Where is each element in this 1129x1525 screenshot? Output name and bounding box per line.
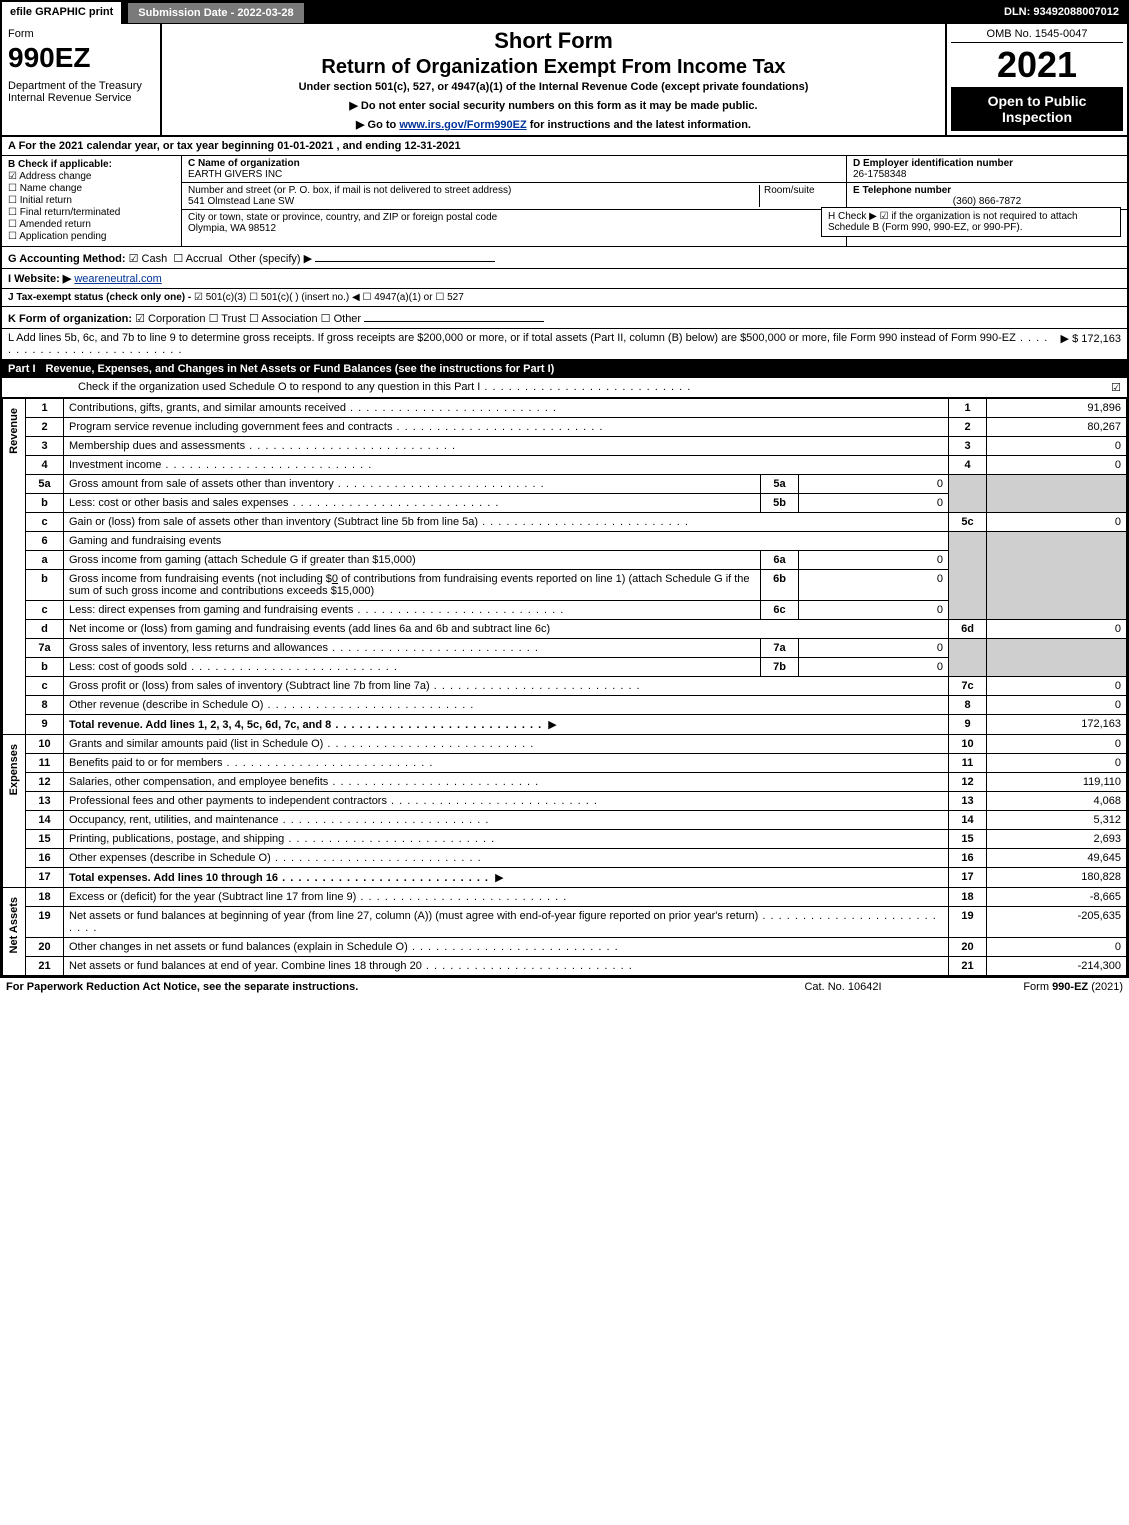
chk-other-org[interactable]: Other [321, 313, 361, 325]
dept-label: Department of the Treasury Internal Reve… [8, 80, 154, 104]
subtitle: Under section 501(c), 527, or 4947(a)(1)… [170, 81, 937, 93]
footer-left: For Paperwork Reduction Act Notice, see … [6, 981, 743, 993]
irs-link[interactable]: www.irs.gov/Form990EZ [399, 119, 526, 131]
other-specify-blank[interactable] [315, 250, 495, 262]
chk-name-change[interactable]: Name change [8, 183, 175, 194]
e-label: E Telephone number [853, 185, 951, 196]
chk-accrual[interactable]: Accrual [173, 253, 222, 265]
chk-corporation[interactable]: Corporation [135, 313, 205, 325]
street-address: 541 Olmstead Lane SW [188, 196, 294, 207]
row-i-website: I Website: ▶ weareneutral.com [2, 269, 1127, 289]
form-number: 990EZ [8, 42, 154, 74]
dln: DLN: 93492088007012 [996, 2, 1127, 24]
col-b-checkboxes: B Check if applicable: Address change Na… [2, 156, 182, 246]
footer-right: Form 990-EZ (2021) [943, 981, 1123, 993]
form-container: efile GRAPHIC print Submission Date - 20… [0, 0, 1129, 978]
note-link: ▶ Go to www.irs.gov/Form990EZ for instru… [170, 118, 937, 131]
efile-label: efile GRAPHIC print [2, 2, 123, 24]
row-j-tax-exempt: J Tax-exempt status (check only one) - 5… [2, 289, 1127, 307]
submission-date: Submission Date - 2022-03-28 [127, 2, 304, 24]
part-1-check: Check if the organization used Schedule … [2, 378, 1127, 398]
line-1-text: Contributions, gifts, grants, and simila… [64, 399, 949, 418]
chk-trust[interactable]: Trust [209, 313, 246, 325]
public-inspection: Open to Public Inspection [951, 87, 1123, 131]
side-expenses: Expenses [3, 735, 26, 888]
chk-4947[interactable]: 4947(a)(1) or [362, 292, 432, 303]
h-schedule-b-note: H Check ▶ ☑ if the organization is not r… [821, 207, 1121, 237]
chk-schedule-o[interactable] [1103, 381, 1121, 394]
side-net-assets: Net Assets [3, 888, 26, 976]
chk-amended-return[interactable]: Amended return [8, 219, 175, 230]
page-footer: For Paperwork Reduction Act Notice, see … [0, 978, 1129, 996]
phone-value: (360) 866-7872 [853, 196, 1121, 207]
part-1-header: Part I Revenue, Expenses, and Changes in… [2, 360, 1127, 378]
short-form-title: Short Form [170, 28, 937, 54]
city-label: City or town, state or province, country… [188, 212, 497, 223]
chk-association[interactable]: Association [249, 313, 318, 325]
col-c-org-info: C Name of organization EARTH GIVERS INC … [182, 156, 847, 246]
chk-initial-return[interactable]: Initial return [8, 195, 175, 206]
ein-value: 26-1758348 [853, 169, 906, 180]
top-bar: efile GRAPHIC print Submission Date - 20… [2, 2, 1127, 24]
side-revenue: Revenue [3, 399, 26, 735]
other-specify: Other (specify) ▶ [228, 253, 312, 265]
gross-receipts-amount: ▶ $ 172,163 [1053, 332, 1121, 356]
room-suite-label: Room/suite [760, 185, 840, 207]
chk-application-pending[interactable]: Application pending [8, 231, 175, 242]
c-name-label: C Name of organization [188, 158, 300, 169]
b-label: B Check if applicable: [8, 159, 175, 170]
city-value: Olympia, WA 98512 [188, 223, 276, 234]
website-link[interactable]: weareneutral.com [74, 273, 161, 285]
street-label: Number and street (or P. O. box, if mail… [188, 185, 511, 196]
chk-527[interactable]: 527 [435, 292, 463, 303]
form-word: Form [8, 28, 154, 40]
part-1-table: Revenue 1Contributions, gifts, grants, a… [2, 398, 1127, 976]
row-a-tax-year: A For the 2021 calendar year, or tax yea… [2, 137, 1127, 156]
row-k-form-org: K Form of organization: Corporation Trus… [2, 307, 1127, 329]
form-header: Form 990EZ Department of the Treasury In… [2, 24, 1127, 137]
return-title: Return of Organization Exempt From Incom… [170, 56, 937, 79]
row-l-gross-receipts: L Add lines 5b, 6c, and 7b to line 9 to … [2, 329, 1127, 360]
chk-501c[interactable]: 501(c)( ) [249, 292, 299, 303]
note-ssn: ▶ Do not enter social security numbers o… [170, 99, 937, 112]
chk-address-change[interactable]: Address change [8, 171, 175, 182]
footer-cat: Cat. No. 10642I [743, 981, 943, 993]
chk-501c3[interactable]: 501(c)(3) [194, 292, 246, 303]
chk-cash[interactable]: Cash [129, 253, 168, 265]
row-g-accounting: G Accounting Method: Cash Accrual Other … [2, 247, 1127, 269]
d-label: D Employer identification number [853, 158, 1013, 169]
line-1-amount: 91,896 [987, 399, 1127, 418]
org-name: EARTH GIVERS INC [188, 169, 282, 180]
tax-year: 2021 [951, 47, 1123, 83]
chk-final-return[interactable]: Final return/terminated [8, 207, 175, 218]
omb-number: OMB No. 1545-0047 [951, 26, 1123, 43]
